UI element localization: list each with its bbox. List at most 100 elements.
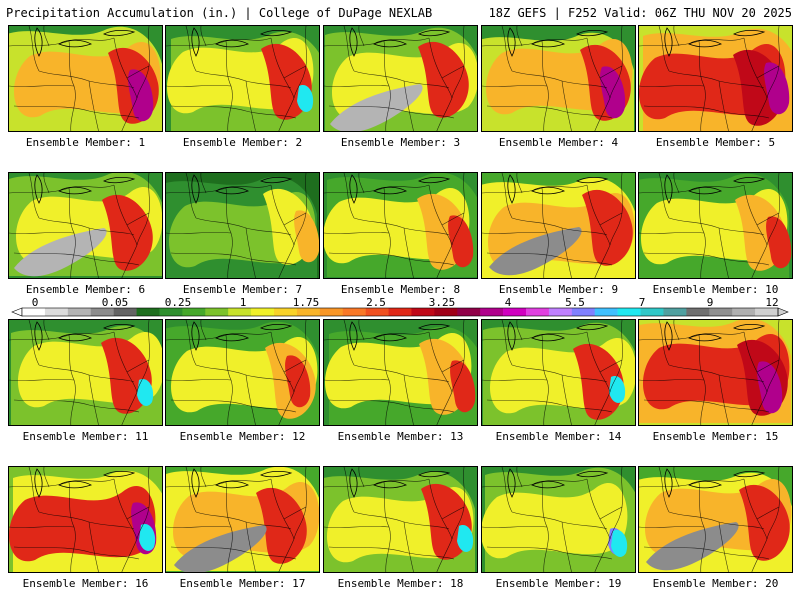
colorbar-tick-label: 2.5 bbox=[366, 296, 386, 309]
colorbar-segment bbox=[274, 308, 298, 316]
precip-map bbox=[323, 25, 478, 132]
ensemble-panel: Ensemble Member: 11 bbox=[8, 319, 163, 443]
member-label: Ensemble Member: 18 bbox=[337, 577, 464, 590]
ensemble-panel: Ensemble Member: 12 bbox=[165, 319, 320, 443]
precip-map bbox=[165, 319, 320, 426]
precip-map bbox=[8, 25, 163, 132]
member-label: Ensemble Member: 7 bbox=[182, 283, 303, 296]
member-label: Ensemble Member: 2 bbox=[182, 136, 303, 149]
member-label: Ensemble Member: 17 bbox=[179, 577, 306, 590]
precip-field bbox=[256, 487, 307, 564]
colorbar-tick-label: 1 bbox=[240, 296, 247, 309]
colorbar-legend: 0 0.05 0.25 1 1.75 2.5 3.25 4 5.5 7 9 12 bbox=[11, 296, 789, 317]
precip-map bbox=[638, 319, 793, 426]
ensemble-panel: Ensemble Member: 10 bbox=[638, 172, 793, 296]
precip-map bbox=[323, 172, 478, 279]
precip-map bbox=[165, 466, 320, 573]
colorbar-min-arrow bbox=[11, 307, 23, 317]
precip-map bbox=[165, 172, 320, 279]
precip-field bbox=[418, 41, 469, 118]
precip-field bbox=[137, 379, 154, 406]
colorbar-segment bbox=[251, 308, 275, 316]
member-label: Ensemble Member: 1 bbox=[25, 136, 146, 149]
ensemble-panel: Ensemble Member: 9 bbox=[481, 172, 636, 296]
member-label: Ensemble Member: 6 bbox=[25, 283, 146, 296]
precip-field bbox=[764, 62, 790, 115]
precip-field bbox=[766, 216, 792, 269]
colorbar-segment bbox=[526, 308, 550, 316]
precip-map bbox=[638, 172, 793, 279]
colorbar-segment bbox=[709, 308, 733, 316]
colorbar-segment bbox=[113, 308, 137, 316]
precip-field bbox=[600, 66, 626, 119]
precip-field bbox=[646, 522, 739, 571]
precip-field bbox=[739, 484, 790, 561]
precip-field bbox=[294, 210, 319, 263]
colorbar-segment bbox=[548, 308, 573, 316]
colorbar-segment bbox=[480, 308, 504, 316]
precip-map bbox=[8, 466, 163, 573]
member-label: Ensemble Member: 3 bbox=[340, 136, 461, 149]
colorbar-segment bbox=[503, 308, 527, 316]
colorbar-tick-label: 7 bbox=[639, 296, 646, 309]
ensemble-panel: Ensemble Member: 6 bbox=[8, 172, 163, 296]
map-title: Precipitation Accumulation (in.) | Colle… bbox=[6, 6, 433, 20]
precip-map bbox=[8, 319, 163, 426]
ensemble-panel: Ensemble Member: 18 bbox=[323, 466, 478, 590]
precip-field bbox=[609, 376, 626, 403]
precip-map bbox=[8, 172, 163, 279]
precip-map bbox=[638, 466, 793, 573]
colorbar-tick-label: 0 bbox=[32, 296, 39, 309]
precip-field bbox=[582, 189, 633, 266]
colorbar-segment bbox=[228, 308, 252, 316]
colorbar-segment bbox=[159, 308, 183, 316]
colorbar-segment bbox=[388, 308, 412, 316]
precip-field bbox=[482, 483, 628, 559]
precip-field bbox=[489, 227, 582, 276]
member-label: Ensemble Member: 4 bbox=[498, 136, 619, 149]
ensemble-panel: Ensemble Member: 8 bbox=[323, 172, 478, 296]
colorbar-segment bbox=[640, 308, 664, 316]
colorbar-segment bbox=[732, 308, 756, 316]
member-label: Ensemble Member: 10 bbox=[652, 283, 779, 296]
member-label: Ensemble Member: 14 bbox=[495, 430, 622, 443]
precip-field bbox=[450, 360, 476, 413]
precip-field bbox=[297, 85, 314, 112]
colorbar-segment bbox=[411, 308, 435, 316]
precip-field bbox=[611, 530, 628, 557]
ensemble-panel: Ensemble Member: 19 bbox=[481, 466, 636, 590]
colorbar-tick-label: 4 bbox=[505, 296, 512, 309]
member-label: Ensemble Member: 5 bbox=[655, 136, 776, 149]
colorbar-tick-label: 3.25 bbox=[429, 296, 456, 309]
colorbar-segment bbox=[663, 308, 687, 316]
ensemble-panel: Ensemble Member: 15 bbox=[638, 319, 793, 443]
member-label: Ensemble Member: 19 bbox=[495, 577, 622, 590]
member-label: Ensemble Member: 15 bbox=[652, 430, 779, 443]
precip-field bbox=[457, 525, 474, 552]
precip-field bbox=[9, 486, 156, 562]
precip-map bbox=[481, 25, 636, 132]
colorbar-segment bbox=[365, 308, 389, 316]
ensemble-panel: Ensemble Member: 5 bbox=[638, 25, 793, 149]
precip-map bbox=[481, 319, 636, 426]
colorbar-tick-label: 1.75 bbox=[293, 296, 320, 309]
colorbar-tick-label: 9 bbox=[707, 296, 714, 309]
ensemble-panel: Ensemble Member: 13 bbox=[323, 319, 478, 443]
colorbar-segment bbox=[182, 308, 206, 316]
ensemble-panel: Ensemble Member: 7 bbox=[165, 172, 320, 296]
model-run-info: 18Z GEFS | F252 Valid: 06Z THU NOV 20 20… bbox=[488, 6, 792, 20]
member-label: Ensemble Member: 20 bbox=[652, 577, 779, 590]
colorbar-segment bbox=[571, 308, 596, 316]
precip-map bbox=[323, 466, 478, 573]
colorbar-segment bbox=[205, 308, 229, 316]
precip-map bbox=[481, 466, 636, 573]
ensemble-panel: Ensemble Member: 2 bbox=[165, 25, 320, 149]
colorbar-tick-label: 0.25 bbox=[165, 296, 192, 309]
member-label: Ensemble Member: 11 bbox=[22, 430, 149, 443]
colorbar-tick-label: 5.5 bbox=[565, 296, 585, 309]
colorbar-segment bbox=[319, 308, 344, 316]
ensemble-panel: Ensemble Member: 17 bbox=[165, 466, 320, 590]
colorbar-tick-label: 0.05 bbox=[102, 296, 129, 309]
precip-map bbox=[323, 319, 478, 426]
precip-field bbox=[573, 343, 624, 420]
